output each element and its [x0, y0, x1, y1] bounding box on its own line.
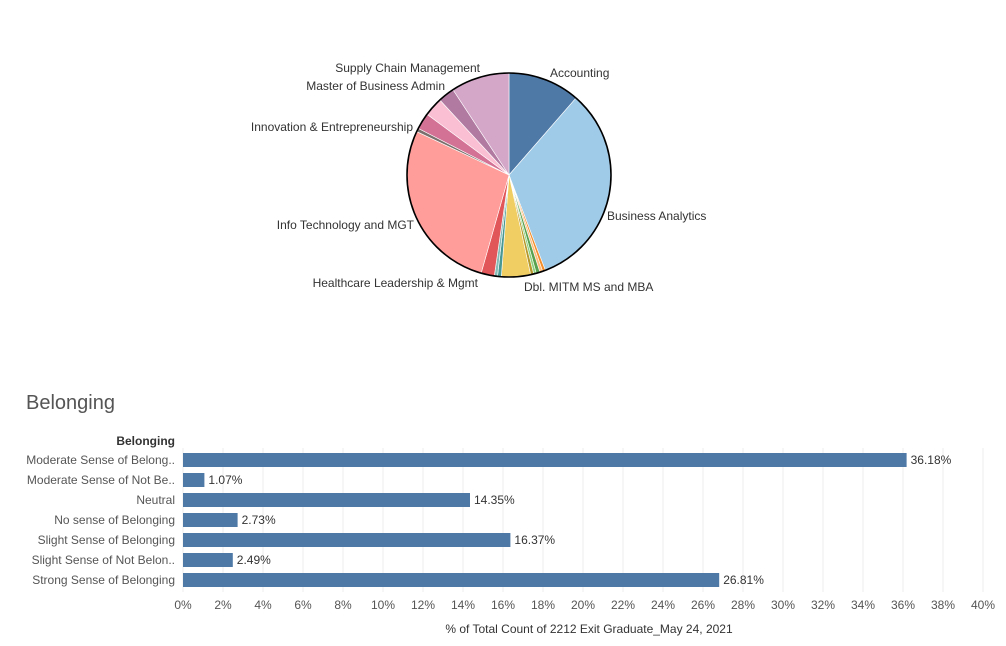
x-tick-label-8: 16%	[491, 598, 515, 612]
category-label-2: Neutral	[136, 493, 175, 507]
x-tick-label-11: 22%	[611, 598, 635, 612]
pie-label-info-technology: Info Technology and MGT	[277, 218, 415, 232]
pie-label-innovation: Innovation & Entrepreneurship	[251, 120, 413, 134]
pie-outline	[406, 72, 612, 278]
category-label-0: Moderate Sense of Belong..	[26, 453, 175, 467]
x-tick-label-14: 28%	[731, 598, 755, 612]
section-title: Belonging	[26, 392, 115, 414]
category-label-5: Slight Sense of Not Belon..	[32, 553, 175, 567]
pie-chart: Accounting Business Analytics Dbl. MITM …	[251, 61, 707, 294]
pie-label-supply-chain: Supply Chain Management	[335, 61, 480, 75]
bar-1[interactable]	[183, 473, 205, 487]
pie-label-healthcare: Healthcare Leadership & Mgmt	[313, 276, 479, 290]
bar-value-label-0: 36.18%	[911, 453, 952, 467]
bar-4[interactable]	[183, 533, 511, 547]
pie-labels: Accounting Business Analytics Dbl. MITM …	[251, 61, 707, 294]
x-tick-label-10: 20%	[571, 598, 595, 612]
pie-label-dbl-mitm: Dbl. MITM MS and MBA	[524, 280, 653, 294]
bar-value-label-6: 26.81%	[723, 573, 764, 587]
bar-value-labels: 36.18% 1.07% 14.35% 2.73% 16.37% 2.49% 26.81%	[208, 453, 951, 587]
x-tick-label-15: 30%	[771, 598, 795, 612]
bar-value-label-3: 2.73%	[242, 513, 276, 527]
bar-value-label-5: 2.49%	[237, 553, 271, 567]
bar-gridlines	[182, 448, 984, 592]
x-tick-label-3: 6%	[294, 598, 312, 612]
x-tick-label-0: 0%	[174, 598, 192, 612]
x-tick-label-4: 8%	[334, 598, 352, 612]
bar-value-label-4: 16.37%	[514, 533, 555, 547]
row-header: Belonging	[116, 434, 175, 448]
x-tick-label-13: 26%	[691, 598, 715, 612]
bar-marks	[183, 453, 907, 587]
bar-0[interactable]	[183, 453, 907, 467]
pie-label-mba: Master of Business Admin	[306, 79, 445, 93]
bar-5[interactable]	[183, 553, 233, 567]
x-tick-label-19: 38%	[931, 598, 955, 612]
bar-2[interactable]	[183, 493, 470, 507]
category-label-4: Slight Sense of Belonging	[38, 533, 175, 547]
x-tick-label-17: 34%	[851, 598, 875, 612]
bar-category-labels: Moderate Sense of Belong.. Moderate Sense…	[26, 453, 175, 587]
x-tick-label-20: 40%	[971, 598, 995, 612]
x-axis-title: % of Total Count of 2212 Exit Graduate_M…	[445, 622, 733, 636]
x-tick-label-16: 32%	[811, 598, 835, 612]
pie-label-accounting: Accounting	[550, 66, 609, 80]
x-tick-label-1: 2%	[214, 598, 232, 612]
category-label-3: No sense of Belonging	[54, 513, 175, 527]
pie-label-business-analytics: Business Analytics	[607, 209, 706, 223]
bar-value-label-2: 14.35%	[474, 493, 515, 507]
x-tick-label-9: 18%	[531, 598, 555, 612]
x-tick-label-5: 10%	[371, 598, 395, 612]
x-tick-label-2: 4%	[254, 598, 272, 612]
x-tick-label-12: 24%	[651, 598, 675, 612]
bar-6[interactable]	[183, 573, 720, 587]
x-tick-label-7: 14%	[451, 598, 475, 612]
category-label-6: Strong Sense of Belonging	[32, 573, 175, 587]
bar-3[interactable]	[183, 513, 238, 527]
x-tick-label-6: 12%	[411, 598, 435, 612]
x-axis-ticks: 0% 2% 4% 6% 8% 10% 12% 14% 16% 18% 20% 22% 24% 26% 28%…	[174, 598, 995, 612]
x-tick-label-18: 36%	[891, 598, 915, 612]
category-label-1: Moderate Sense of Not Be..	[27, 473, 175, 487]
bar-value-label-1: 1.07%	[208, 473, 242, 487]
